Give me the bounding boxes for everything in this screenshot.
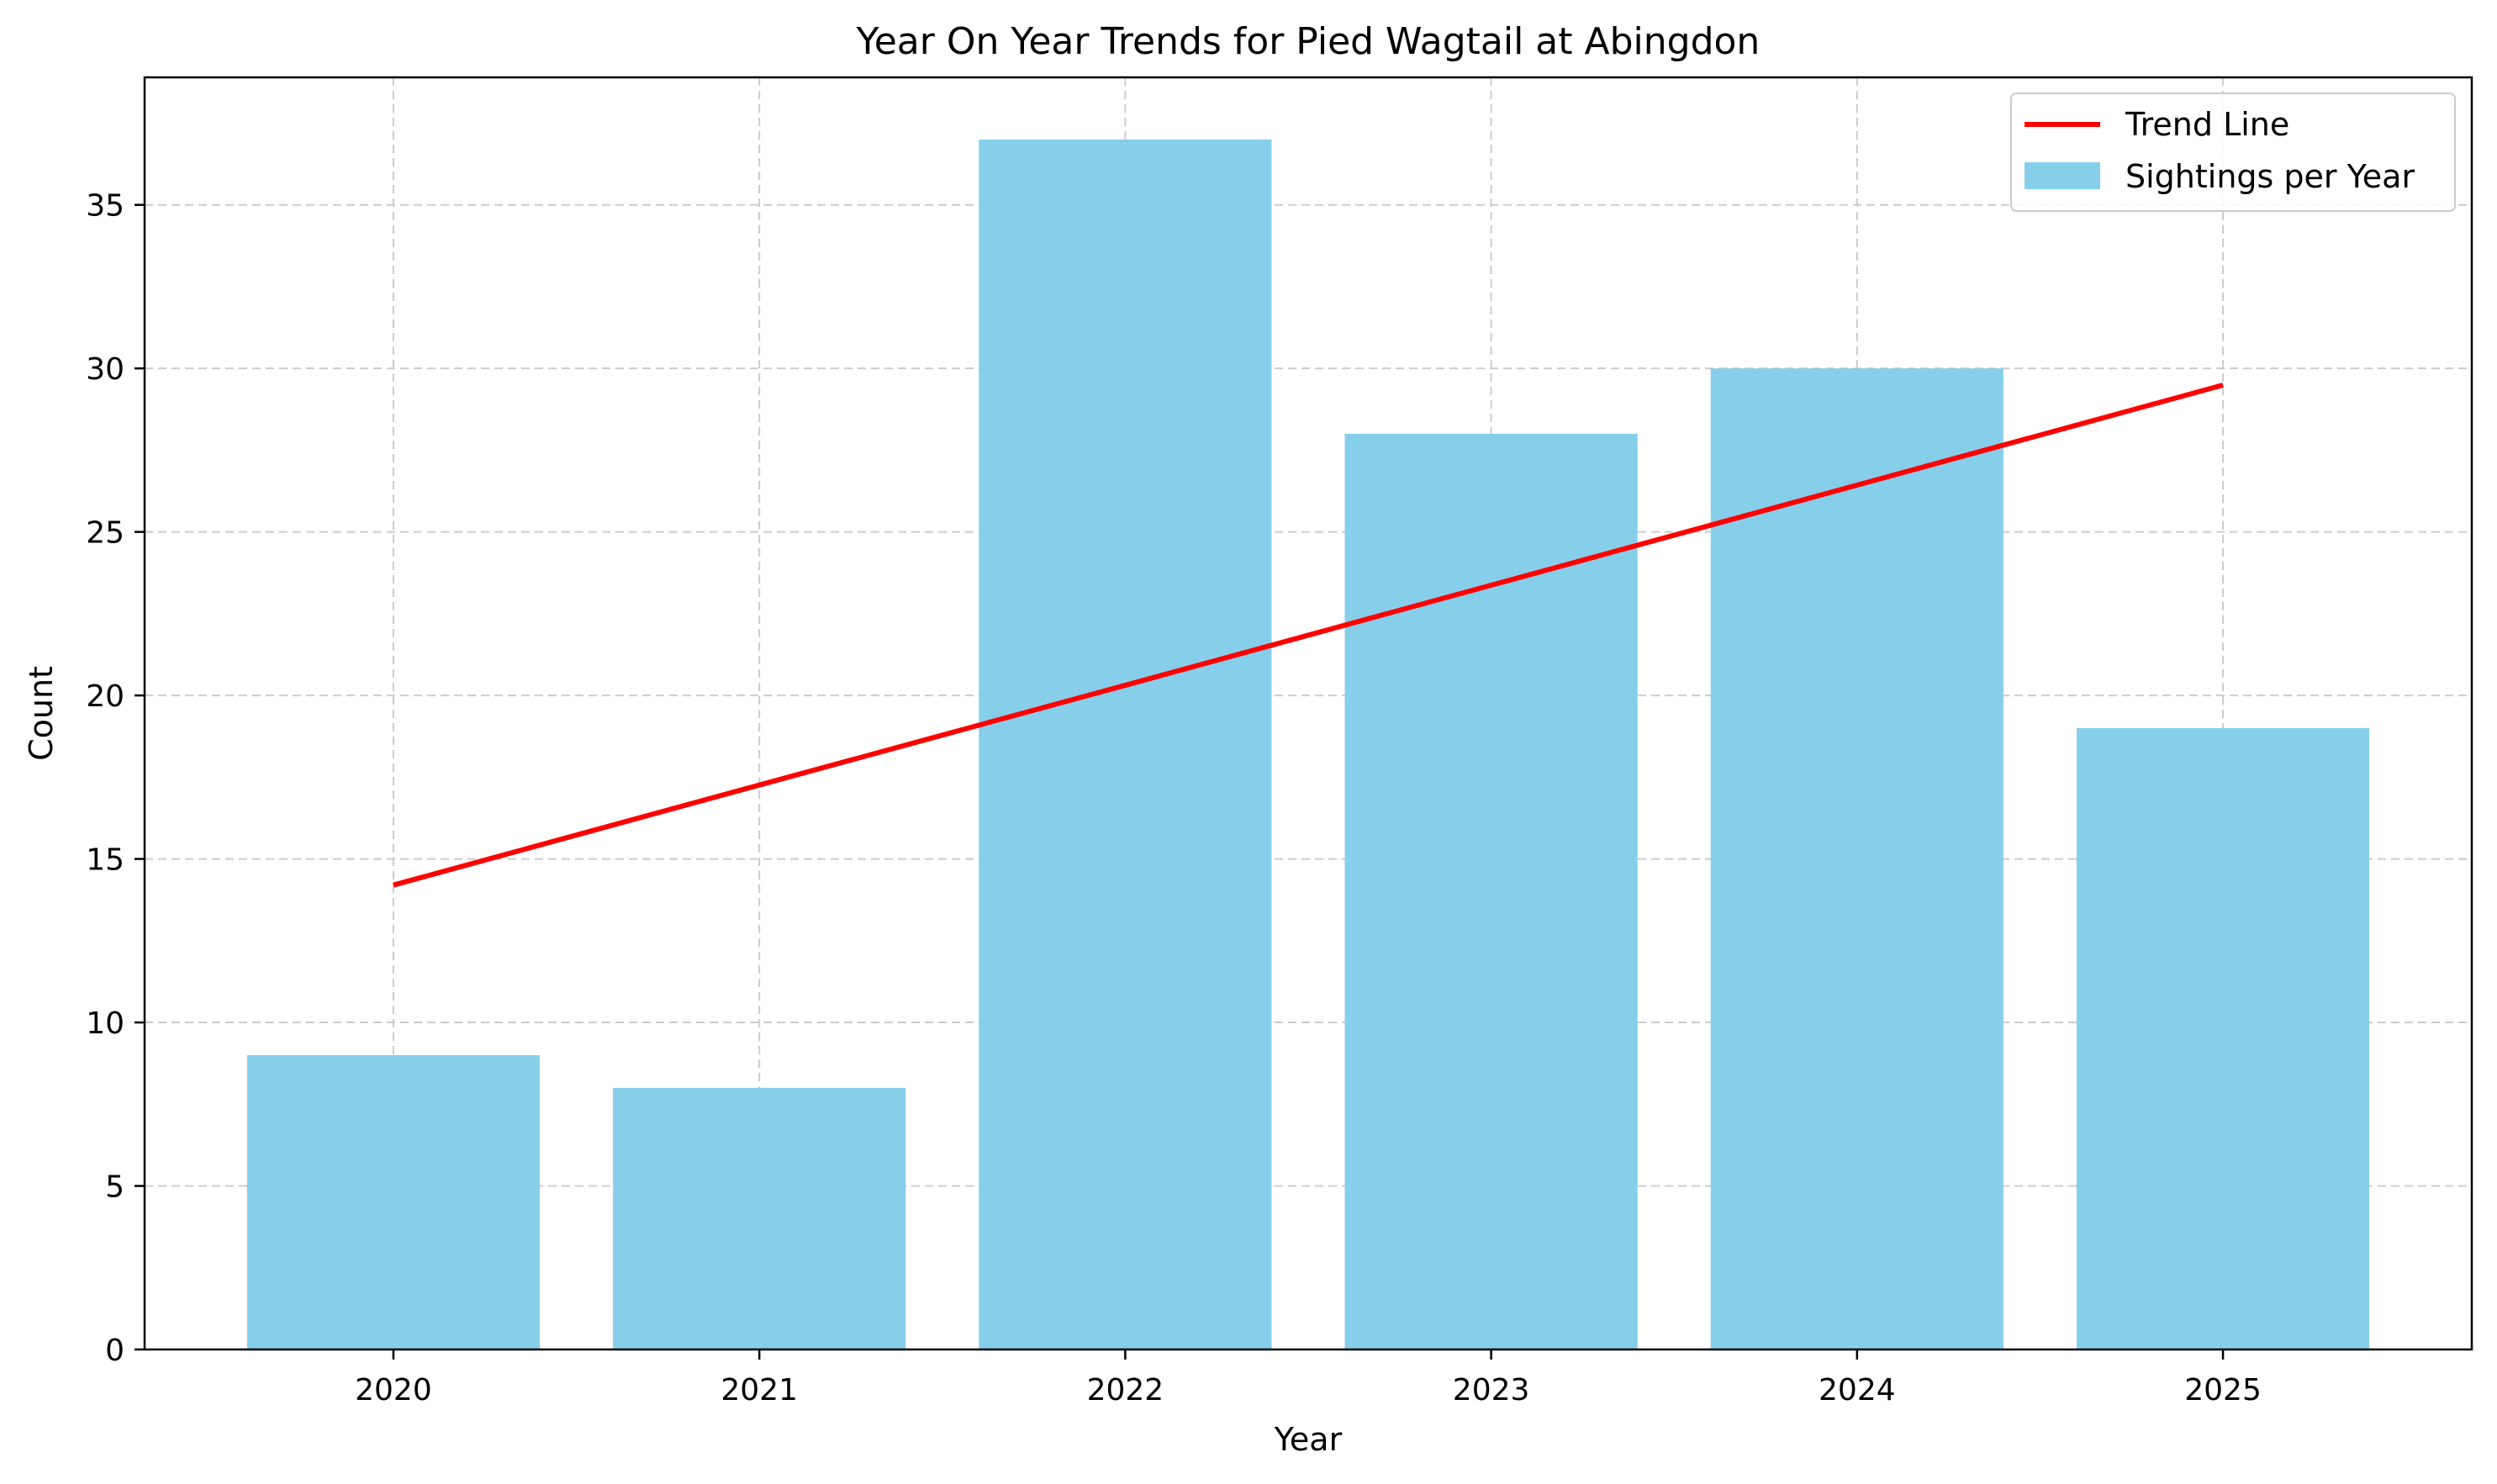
y-tick-label: 0 [105, 1333, 124, 1368]
legend-sightings-swatch [2025, 162, 2100, 189]
y-tick-label: 35 [86, 189, 124, 224]
bar-2025 [2076, 728, 2370, 1349]
trend-line-layer [393, 383, 2224, 888]
y-tick-label: 30 [86, 352, 124, 387]
legend: Trend Line Sightings per Year [2010, 92, 2456, 212]
x-tick-label: 2021 [721, 1373, 798, 1407]
chart-title: Year On Year Trends for Pied Wagtail at … [856, 20, 1761, 63]
legend-box [2010, 92, 2456, 212]
x-tick-label: 2025 [2184, 1373, 2262, 1407]
x-tick-label: 2022 [1087, 1373, 1164, 1407]
bar-2022 [979, 139, 1272, 1349]
bar-2021 [613, 1087, 906, 1349]
y-axis-label: Count [23, 666, 60, 761]
x-axis-label: Year [1274, 1421, 1343, 1458]
x-tick-label: 2023 [1453, 1373, 1530, 1407]
y-tick-label: 10 [86, 1006, 124, 1041]
y-tick-label: 25 [86, 516, 124, 551]
y-tick-label: 5 [105, 1170, 124, 1205]
plot-frame [143, 76, 2473, 1351]
legend-trend-line-label: Trend Line [2125, 106, 2289, 143]
bar-2020 [246, 1054, 541, 1349]
y-tick-label: 20 [86, 679, 124, 714]
x-tick-label: 2024 [1819, 1373, 1896, 1407]
bars-layer [246, 139, 2370, 1349]
legend-sightings-label: Sightings per Year [2125, 158, 2415, 195]
x-tick-label: 2020 [355, 1373, 432, 1407]
y-tick-label: 15 [86, 843, 124, 878]
bar-2023 [1344, 433, 1638, 1349]
bar-2024 [1710, 368, 2003, 1349]
trend-line [393, 383, 2224, 888]
